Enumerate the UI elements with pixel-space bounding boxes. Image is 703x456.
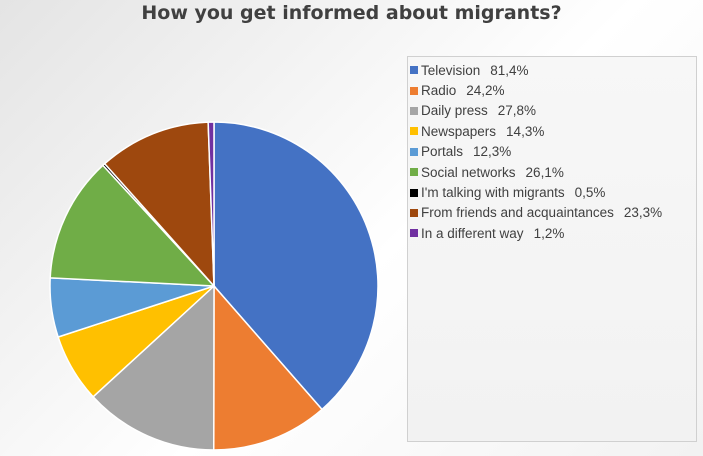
legend-value: 81,4% <box>490 62 529 78</box>
legend-swatch <box>410 86 418 95</box>
legend-value: 1,2% <box>533 225 565 241</box>
legend-label: From friends and acquaintances <box>421 205 614 221</box>
pie-slice-social-networks <box>49 164 216 287</box>
legend-swatch <box>410 66 418 75</box>
legend-swatch <box>410 168 418 177</box>
legend-item: Radio 24,2% <box>408 80 693 100</box>
legend-item: Portals 12,3% <box>408 142 693 162</box>
legend-item: Daily press 27,8% <box>408 101 693 121</box>
legend-value: 24,2% <box>466 83 505 99</box>
legend-swatch <box>410 127 418 136</box>
legend-label: Portals <box>421 144 464 160</box>
legend-label: Radio <box>421 83 457 99</box>
legend-item: Television 81,4% <box>408 60 693 80</box>
pie-slice-daily-press <box>92 284 215 451</box>
legend-swatch <box>410 229 418 238</box>
legend-box <box>407 56 697 442</box>
pie-slices <box>49 121 379 451</box>
legend-item: Social networks 26,1% <box>408 162 693 182</box>
pie-slice-television <box>213 121 379 411</box>
pie-slice-in-a-different-way <box>207 121 215 287</box>
legend: Television 81,4% Radio 24,2% Daily press 27,8… <box>408 60 693 244</box>
legend-swatch <box>410 208 418 217</box>
legend-value: 23,3% <box>623 205 663 221</box>
legend-label: Newspapers <box>421 123 497 139</box>
legend-value: 0,5% <box>574 185 606 201</box>
legend-value: 27,8% <box>497 103 537 119</box>
legend-value: 12,3% <box>473 144 512 160</box>
legend-value: 14,3% <box>506 123 545 139</box>
chart-title: How you get informed about migrants? <box>141 2 562 24</box>
legend-item: Newspapers 14,3% <box>408 121 693 141</box>
legend-label: Social networks <box>421 164 516 180</box>
legend-label: Television <box>421 62 481 78</box>
legend-label: In a different way <box>421 225 524 241</box>
legend-value: 26,1% <box>525 164 564 180</box>
legend-label: Daily press <box>421 103 488 119</box>
legend-swatch <box>410 147 418 156</box>
pie-slice-from-friends-and-acquaintances <box>103 121 215 289</box>
legend-item: I'm talking with migrants 0,5% <box>408 182 693 202</box>
legend-swatch <box>410 106 418 115</box>
legend-label: I'm talking with migrants <box>421 185 565 201</box>
legend-item: From friends and acquaintances 23,3% <box>408 203 693 223</box>
pie-slice-radio <box>213 284 324 451</box>
legend-swatch <box>410 188 418 197</box>
legend-item: In a different way 1,2% <box>408 223 693 243</box>
